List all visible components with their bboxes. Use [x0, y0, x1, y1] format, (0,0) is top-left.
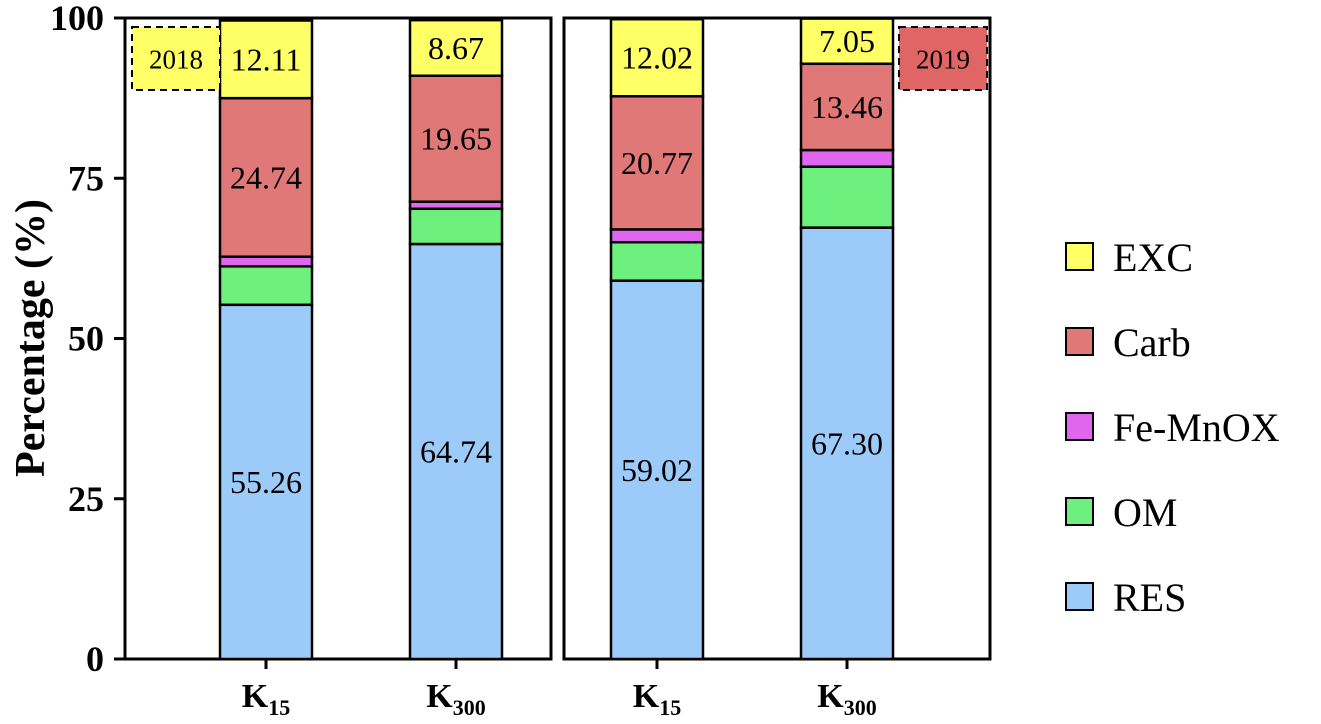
x-tick-label: K300: [817, 678, 876, 720]
y-axis-label: Percentage (%): [8, 199, 54, 477]
bar-segment-carb: [609, 95, 705, 231]
year-label: 2019: [916, 45, 970, 75]
bar-segment-om: [799, 165, 895, 229]
bar-segment-res: [609, 279, 705, 661]
legend-swatch: [1065, 242, 1094, 271]
data-label: 24.74: [230, 159, 302, 195]
data-label: 8.67: [428, 30, 484, 66]
panel-frame: [562, 16, 992, 661]
data-label: 19.65: [420, 121, 492, 157]
bar-segment-femnox: [799, 148, 895, 168]
x-tick-label: K300: [426, 678, 485, 720]
year-label: 2018: [149, 45, 203, 75]
panel-frame: [123, 16, 553, 661]
legend-swatch: [1065, 412, 1094, 441]
legend-label: RES: [1113, 575, 1186, 620]
y-tick-label: 75: [68, 158, 104, 198]
bar-segment-carb: [799, 62, 895, 152]
bar-segment-femnox: [609, 228, 705, 244]
bar-segment-exc: [799, 17, 895, 66]
x-tick-label: K15: [242, 678, 290, 720]
bar-segment-om: [218, 265, 314, 307]
legend: EXC Carb Fe-MnOX OM RES: [1065, 235, 1280, 620]
y-tick-label: 0: [86, 639, 104, 679]
data-label: 67.30: [811, 425, 883, 461]
axes: 0 25 50 75 100 Percentage (%) K15 K300 K15 K300: [8, 0, 992, 720]
data-label: 12.11: [231, 41, 302, 77]
data-labels: 55.26 24.74 12.11 64.74 19.65 8.67 2018 59.02 20…: [131, 23, 988, 500]
legend-swatch: [1065, 497, 1094, 526]
y-tick-label: 100: [50, 0, 104, 38]
data-label: 13.46: [811, 89, 883, 125]
data-label: 55.26: [230, 464, 302, 500]
y-tick-label: 50: [68, 319, 104, 359]
legend-label: Fe-MnOX: [1113, 405, 1280, 450]
bar-segment-om: [408, 207, 504, 246]
data-label: 7.05: [819, 23, 875, 59]
data-label: 12.02: [621, 40, 693, 76]
x-tick-label: K15: [633, 678, 681, 720]
data-label: 20.77: [621, 145, 693, 181]
bar-segment-exc: [609, 17, 705, 98]
bar-segment-carb: [218, 96, 314, 258]
legend-label: Carb: [1113, 320, 1191, 365]
legend-label: OM: [1113, 490, 1177, 535]
legend-swatch: [1065, 582, 1094, 611]
data-label: 64.74: [420, 434, 492, 470]
bars: [218, 17, 895, 661]
data-label: 59.02: [621, 452, 693, 488]
bar-segment-res: [408, 242, 504, 661]
bar-segment-om: [609, 240, 705, 282]
legend-label: EXC: [1113, 235, 1193, 280]
year-badge: [898, 26, 988, 91]
y-tick-label: 25: [68, 479, 104, 519]
bar-segment-res: [218, 303, 314, 661]
bar-segment-exc: [408, 18, 504, 78]
year-badge: [131, 26, 221, 91]
bar-segment-exc: [218, 19, 314, 100]
bar-segment-femnox: [218, 255, 314, 268]
legend-swatch: [1065, 327, 1094, 356]
bar-segment-res: [799, 226, 895, 661]
